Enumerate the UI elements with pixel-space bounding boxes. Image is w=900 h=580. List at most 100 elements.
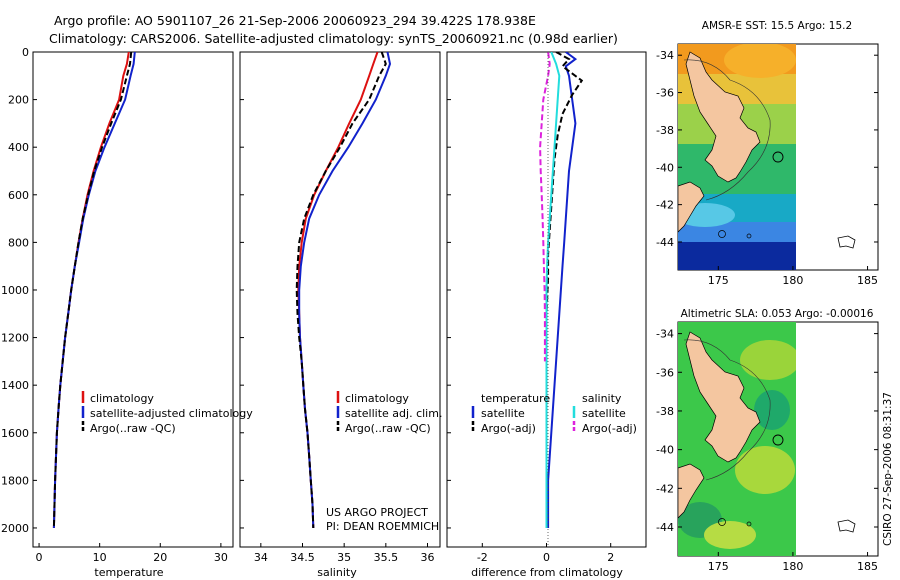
series-line-climatology (52, 52, 130, 529)
map-x-tick-label: 185 (857, 274, 878, 287)
map-x-tick-label: 175 (708, 274, 729, 287)
depth-tick-label: 1800 (1, 474, 29, 487)
series-line-salinity-satellite (545, 52, 561, 528)
x-tick-label: 36 (421, 551, 435, 564)
sla-map-tick-labels: 175 180 185 -34 -36 -38 -40 -42 -44 (656, 328, 878, 573)
sst-map-tick-labels: 175 180 185 -34 -36 -38 -40 -42 -44 (656, 49, 878, 287)
legend-label-temp-satellite: satellite (481, 407, 525, 420)
legend-label-temp-argo: Argo(-adj) (481, 422, 536, 435)
legend-label-argo: Argo(..raw -QC) (90, 422, 176, 435)
sst-map-field (678, 44, 796, 270)
legend-label-satellite: satellite-adjusted climatology (90, 407, 253, 420)
difference-legend: temperature satellite Argo(-adj) salinit… (471, 392, 637, 435)
sla-map-field (678, 322, 796, 556)
series-line-satellite-adjusted-climatology (52, 52, 136, 529)
series-line-temperature-satellite (547, 52, 578, 528)
depth-tick-label: 1000 (1, 284, 29, 297)
series-line-satellite-adj-clim- (298, 52, 392, 529)
sla-island (746, 521, 752, 527)
sla-high-patch (735, 446, 795, 494)
x-tick-label: 0 (543, 551, 550, 564)
sst-north-island (685, 51, 761, 183)
map-y-tick-label: -40 (656, 161, 674, 174)
temperature-series (52, 52, 136, 529)
depth-tick-label: 200 (8, 94, 29, 107)
map-y-tick-label: -36 (656, 87, 674, 100)
sst-chatham-islands (837, 235, 856, 249)
legend-label-sal-argo: Argo(-adj) (582, 422, 637, 435)
pi-credit: PI: DEAN ROEMMICH (326, 520, 439, 533)
difference-axis-label: difference from climatology (471, 566, 623, 579)
depth-tick-label: 0 (22, 46, 29, 59)
figure-title-line2: Climatology: CARS2006. Satellite-adjuste… (49, 31, 618, 46)
sla-island (718, 518, 726, 526)
map-y-tick-label: -42 (656, 199, 674, 212)
map-y-tick-label: -42 (656, 482, 674, 495)
project-credit: US ARGO PROJECT (326, 506, 428, 519)
salinity-legend: climatology satellite adj. clim. Argo(..… (336, 391, 442, 435)
depth-tick-label: 800 (8, 236, 29, 249)
series-line-argo-raw-qc- (52, 52, 133, 529)
sla-map-title: Altimetric SLA: 0.053 Argo: -0.00016 (681, 308, 874, 320)
sla-isobath (683, 339, 771, 481)
sla-low-patch (754, 390, 790, 430)
salinity-series (295, 52, 392, 529)
sla-south-island (678, 463, 705, 519)
x-tick-label: -2 (477, 551, 488, 564)
map-x-tick-label: 180 (782, 274, 803, 287)
difference-x-tick-labels: -2 0 2 (477, 543, 614, 564)
map-x-tick-label: 180 (782, 560, 803, 573)
x-tick-label: 35 (337, 551, 351, 564)
sst-isobath (683, 59, 771, 201)
depth-tick-label: 600 (8, 189, 29, 202)
temperature-legend: climatology satellite-adjusted climatolo… (81, 391, 253, 435)
x-tick-label: 34 (254, 551, 268, 564)
map-y-tick-label: -34 (656, 328, 674, 341)
map-y-tick-label: -38 (656, 124, 674, 137)
sst-south-island (678, 181, 705, 233)
map-y-tick-label: -44 (656, 236, 674, 249)
sla-north-island (685, 331, 761, 463)
series-line-temperature-argo-adj- (545, 52, 584, 528)
sst-island (746, 233, 752, 239)
salinity-axes (239, 51, 441, 548)
sst-warm-patch (724, 44, 796, 78)
depth-tick-label: 1400 (1, 379, 29, 392)
difference-series (539, 52, 584, 528)
legend-label-climatology: climatology (90, 392, 154, 405)
salinity-axis-label: salinity (317, 566, 357, 579)
depth-tick-labels: 0 200 400 600 800 1000 1200 1400 1600 1800 2000 (1, 46, 451, 535)
sla-argo-marker (772, 434, 784, 446)
x-tick-label: 0 (36, 551, 43, 564)
depth-tick-label: 2000 (1, 522, 29, 535)
map-y-tick-label: -40 (656, 444, 674, 457)
x-tick-label: 34.5 (290, 551, 315, 564)
x-tick-label: 2 (607, 551, 614, 564)
sst-argo-marker (772, 151, 784, 163)
x-tick-label: 10 (93, 551, 107, 564)
depth-tick-label: 1200 (1, 332, 29, 345)
sla-chatham-islands (837, 519, 856, 533)
x-tick-label: 20 (153, 551, 167, 564)
temperature-axis-label: temperature (94, 566, 163, 579)
map-x-tick-label: 185 (857, 560, 878, 573)
legend-label-satellite: satellite adj. clim. (345, 407, 442, 420)
depth-tick-label: 1600 (1, 427, 29, 440)
sla-high-patch (704, 521, 756, 549)
sst-map-title: AMSR-E SST: 15.5 Argo: 15.2 (702, 20, 852, 32)
legend-group-title-salinity: salinity (582, 392, 622, 405)
x-tick-label: 35.5 (374, 551, 399, 564)
legend-label-sal-satellite: satellite (582, 407, 626, 420)
salinity-x-tick-labels: 34 34.5 35 35.5 36 (254, 543, 435, 564)
sst-band-6 (678, 222, 796, 242)
map-y-tick-label: -44 (656, 521, 674, 534)
map-y-tick-label: -38 (656, 405, 674, 418)
legend-label-argo: Argo(..raw -QC) (345, 422, 431, 435)
series-line-argo-raw-qc- (295, 52, 387, 529)
temperature-x-tick-labels: 0 10 20 30 (36, 543, 228, 564)
temperature-axes (32, 51, 234, 548)
depth-tick-label: 400 (8, 141, 29, 154)
legend-group-title-temperature: temperature (481, 392, 550, 405)
map-y-tick-label: -36 (656, 366, 674, 379)
